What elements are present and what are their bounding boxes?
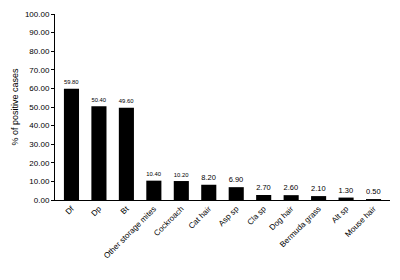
svg-text:0.00: 0.00 [34,196,50,205]
svg-text:10.20: 10.20 [174,172,189,178]
svg-text:60.00: 60.00 [29,84,50,93]
svg-text:Mouse hair: Mouse hair [343,204,378,239]
svg-text:Other storage mites: Other storage mites [102,204,158,260]
svg-text:20.00: 20.00 [29,159,50,168]
svg-text:2.10: 2.10 [311,184,326,193]
svg-text:% of positive cases: % of positive cases [10,68,20,146]
svg-text:0.50: 0.50 [366,187,381,196]
svg-text:59.80: 59.80 [64,79,79,85]
svg-text:Asp sp: Asp sp [217,204,241,228]
svg-text:6.90: 6.90 [229,175,244,184]
svg-text:50.40: 50.40 [91,97,106,103]
svg-text:50.00: 50.00 [29,103,50,112]
svg-text:Dp: Dp [90,204,104,218]
svg-text:Bt: Bt [119,204,131,216]
svg-text:40.00: 40.00 [29,121,50,130]
svg-text:8.20: 8.20 [201,173,216,182]
svg-text:Cockroach: Cockroach [152,204,185,237]
svg-text:2.60: 2.60 [284,183,299,192]
svg-text:10.40: 10.40 [146,171,161,177]
svg-text:Df: Df [64,204,77,217]
svg-text:Dog hair: Dog hair [268,204,296,232]
svg-text:2.70: 2.70 [256,183,271,192]
svg-text:Alt sp: Alt sp [330,204,351,225]
svg-text:49.60: 49.60 [119,98,134,104]
svg-text:Cla sp: Cla sp [246,204,269,227]
svg-text:1.30: 1.30 [339,186,354,195]
svg-text:90.00: 90.00 [29,28,50,37]
svg-text:30.00: 30.00 [29,140,50,149]
svg-text:Bermuda grass: Bermuda grass [278,204,323,249]
svg-text:70.00: 70.00 [29,66,50,75]
svg-text:80.00: 80.00 [29,47,50,56]
svg-text:Cat hair: Cat hair [187,204,213,230]
svg-text:10.00: 10.00 [29,177,50,186]
svg-text:100.00: 100.00 [25,10,50,19]
